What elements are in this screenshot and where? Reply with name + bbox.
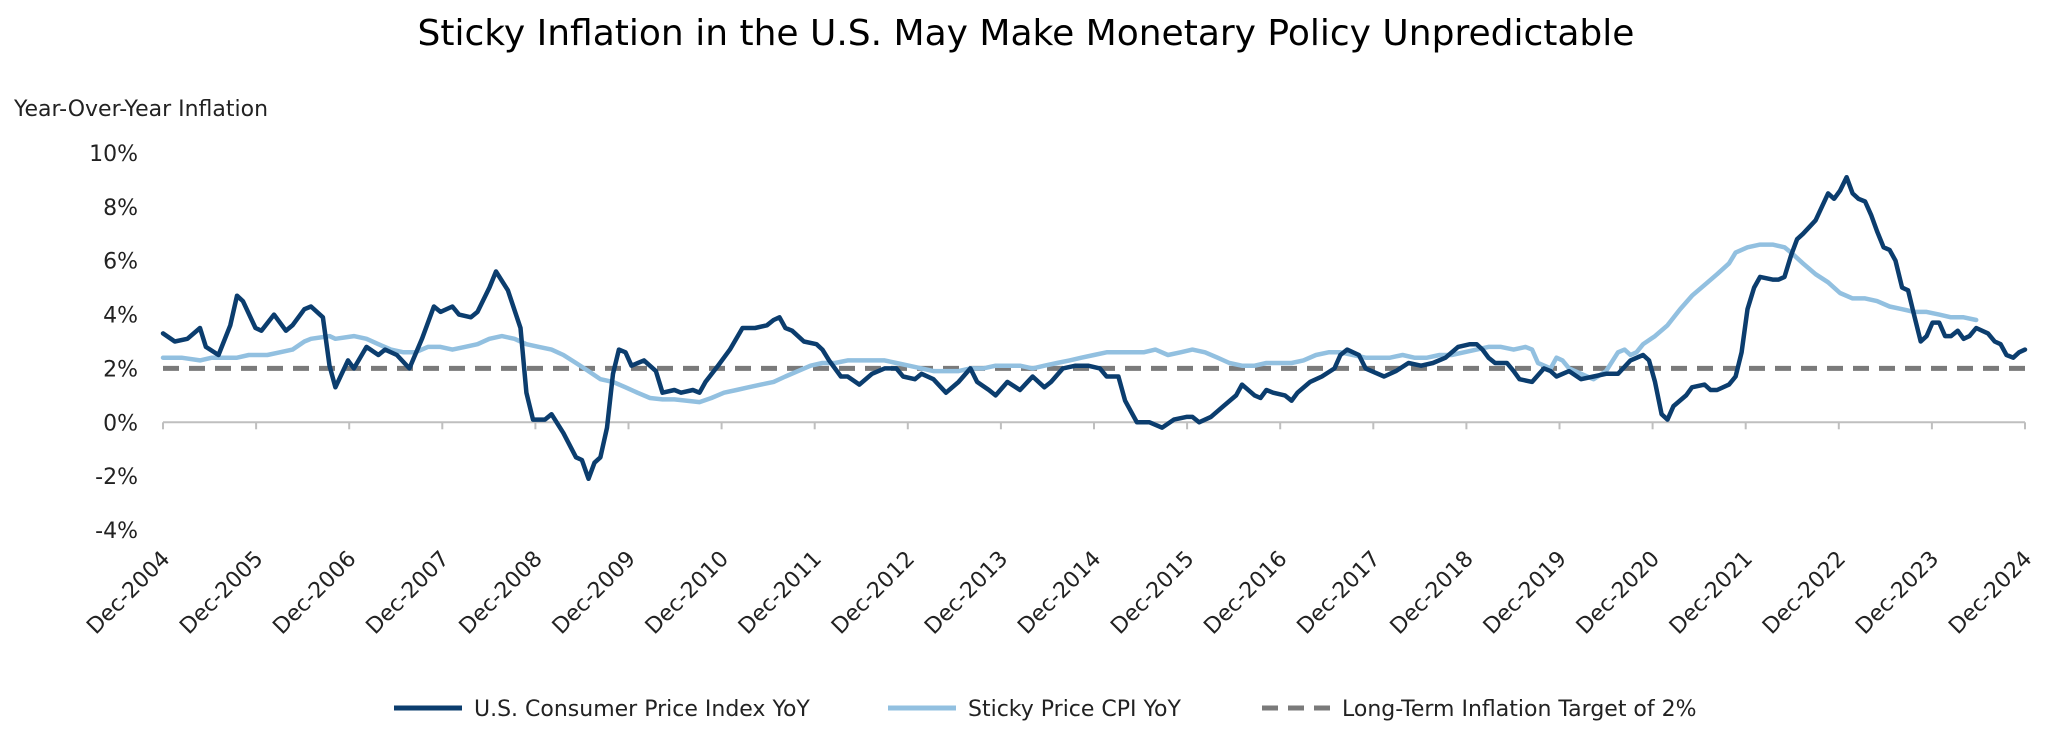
x-tick-label: Dec-2018 (1386, 547, 1479, 640)
x-tick-label: Dec-2015 (1106, 547, 1199, 640)
x-tick-label: Dec-2010 (641, 547, 734, 640)
x-tick-label: Dec-2011 (734, 547, 827, 640)
x-tick-label: Dec-2012 (827, 547, 920, 640)
x-tick-label: Dec-2008 (455, 547, 548, 640)
x-tick-label: Dec-2004 (82, 547, 175, 640)
x-tick-label: Dec-2009 (548, 547, 641, 640)
y-tick-label: 8% (103, 196, 138, 221)
y-tick-label: 6% (103, 250, 138, 275)
x-tick-label: Dec-2024 (1944, 547, 2037, 640)
y-tick-label: -4% (95, 519, 138, 544)
legend-label-0: U.S. Consumer Price Index YoY (474, 697, 810, 722)
x-tick-label: Dec-2021 (1665, 547, 1758, 640)
y-tick-label: 0% (103, 411, 138, 436)
x-tick-label: Dec-2013 (920, 547, 1013, 640)
y-axis-label: Year-Over-Year Inflation (13, 97, 268, 122)
plot-area (160, 174, 2028, 482)
y-tick-label: 2% (103, 357, 138, 382)
legend-label-1: Sticky Price CPI YoY (968, 697, 1182, 722)
x-axis-ticks: Dec-2004 Dec-2005 Dec-2006 Dec-2007 Dec-2008… (82, 547, 2037, 640)
y-axis-ticks: 10% 8% 6% 4% 2% 0% -2% -4% (89, 142, 138, 544)
x-tick-label: Dec-2007 (362, 547, 455, 640)
series-line-0 (160, 174, 2028, 482)
legend: U.S. Consumer Price Index YoY Sticky Pric… (394, 697, 1697, 722)
x-tick-label: Dec-2005 (175, 547, 268, 640)
x-tick-label: Dec-2016 (1199, 547, 1292, 640)
x-tick-label: Dec-2014 (1013, 547, 1106, 640)
x-tick-label: Dec-2023 (1851, 547, 1944, 640)
x-tick-label: Dec-2019 (1479, 547, 1572, 640)
y-tick-label: 4% (103, 304, 138, 329)
legend-label-2: Long-Term Inflation Target of 2% (1342, 697, 1697, 722)
chart-title: Sticky Inflation in the U.S. May Make Mo… (418, 13, 1635, 54)
x-tick-label: Dec-2022 (1758, 547, 1851, 640)
series-line-1 (160, 242, 1979, 405)
x-tick-label: Dec-2020 (1572, 547, 1665, 640)
y-tick-label: 10% (89, 142, 138, 167)
x-tick-label: Dec-2017 (1293, 547, 1386, 640)
x-tick-label: Dec-2006 (268, 547, 361, 640)
y-tick-label: -2% (95, 465, 138, 490)
